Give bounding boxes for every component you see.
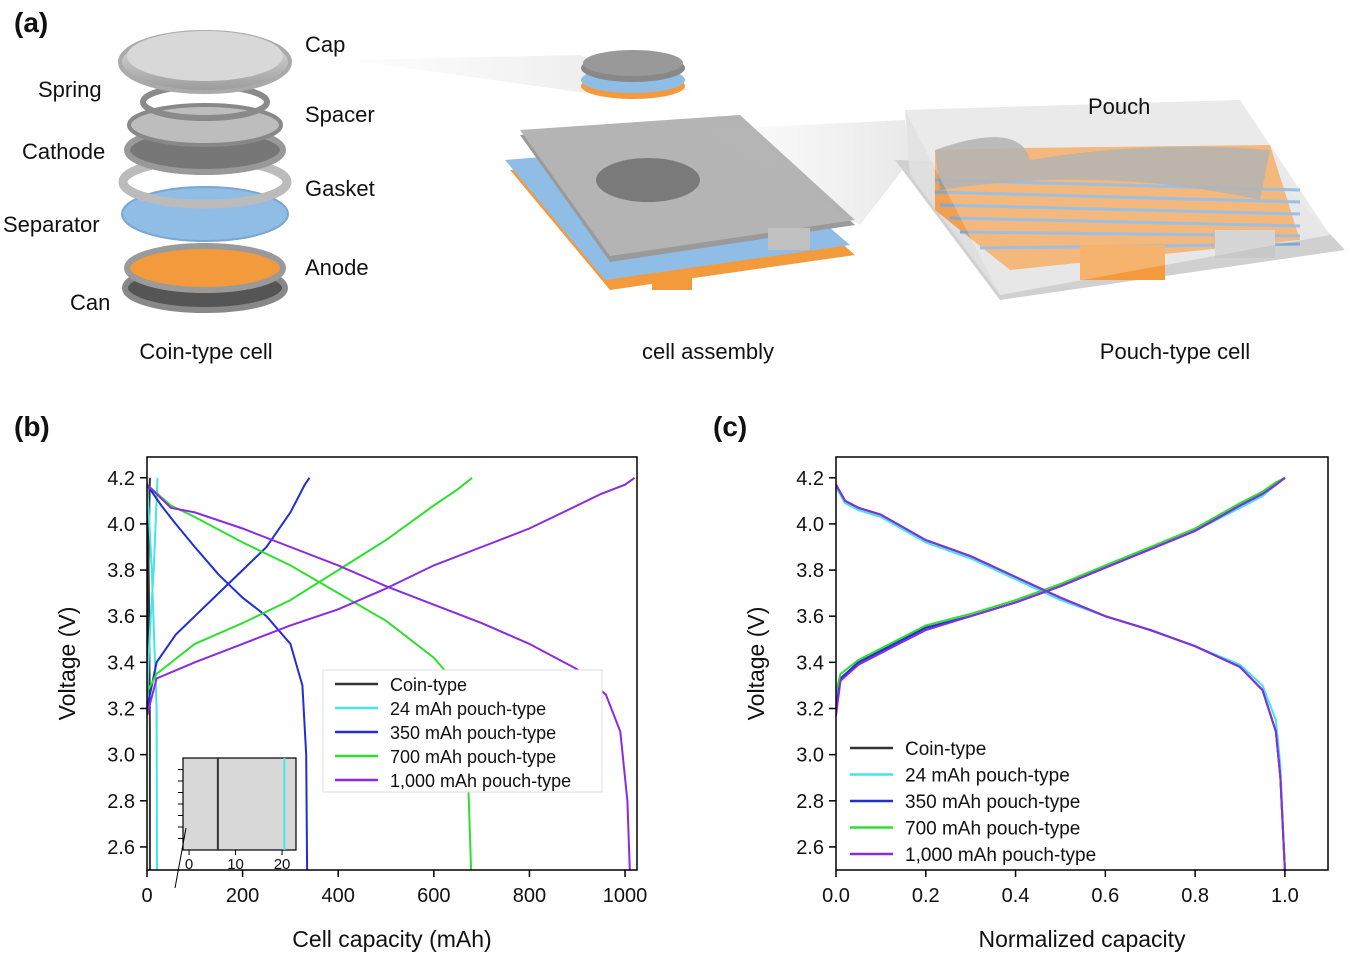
coin-label: Spring (38, 77, 102, 102)
coin-label: Cap (305, 32, 345, 57)
coin-label: Can (70, 290, 110, 315)
y-tick-label: 3.6 (796, 606, 824, 628)
x-tick-label: 0 (141, 885, 152, 907)
legend-label: 350 mAh pouch-type (390, 723, 556, 743)
panel-label: (c) (713, 411, 747, 442)
x-axis-label: Cell capacity (mAh) (292, 926, 491, 952)
y-tick-label: 2.6 (796, 837, 824, 859)
y-tick-label: 3.4 (796, 652, 824, 674)
legend-label: 700 mAh pouch-type (905, 819, 1080, 840)
x-tick-label: 0.0 (822, 885, 850, 907)
y-tick-label: 3.8 (107, 560, 135, 582)
legend-label: 350 mAh pouch-type (905, 792, 1080, 813)
pouch-label: Pouch (1088, 94, 1150, 119)
legend-label: Coin-type (390, 675, 467, 695)
series-line (147, 477, 159, 870)
y-tick-label: 4.2 (796, 468, 824, 490)
panel-label: (b) (14, 411, 50, 442)
caption: cell assembly (642, 339, 774, 364)
y-tick-label: 3.6 (107, 606, 135, 628)
x-tick-label: 0.2 (912, 885, 940, 907)
pouch-cell-drawing (895, 100, 1345, 300)
plot-area (836, 476, 1286, 870)
caption: Pouch-type cell (1100, 339, 1250, 364)
legend-label: 700 mAh pouch-type (390, 747, 556, 767)
x-tick-label: 0.8 (1181, 885, 1209, 907)
x-tick-label: 800 (513, 885, 546, 907)
x-tick-label: 1000 (603, 885, 648, 907)
coin-label: Anode (305, 255, 369, 280)
coin-label: Gasket (305, 176, 375, 201)
x-tick-label: 400 (322, 885, 355, 907)
inset-frame (182, 757, 297, 851)
legend-label: 24 mAh pouch-type (390, 699, 546, 719)
coin-cell-drawing (118, 30, 292, 313)
x-tick-label: 1.0 (1271, 885, 1299, 907)
y-axis-label: Voltage (V) (54, 607, 80, 721)
series-line (836, 477, 1286, 870)
legend-label: 1,000 mAh pouch-type (905, 845, 1096, 866)
x-axis-label: Normalized capacity (978, 926, 1186, 952)
inset-x-tick-label: 20 (274, 856, 291, 873)
legend-label: 1,000 mAh pouch-type (390, 771, 571, 791)
caption: Coin-type cell (139, 339, 272, 364)
x-tick-label: 0.4 (1002, 885, 1030, 907)
x-tick-label: 600 (417, 885, 450, 907)
coin-label: Separator (3, 212, 100, 237)
coin-label: Spacer (305, 102, 375, 127)
y-tick-label: 2.6 (107, 837, 135, 859)
inset-arrow (174, 827, 187, 889)
plot-frame (835, 456, 1329, 871)
series-line (147, 477, 311, 870)
y-tick-label: 2.8 (107, 791, 135, 813)
y-tick-label: 3.8 (796, 560, 824, 582)
y-tick-label: 3.2 (107, 698, 135, 720)
series-line (147, 476, 636, 870)
panel-label: (a) (14, 7, 48, 38)
x-tick-label: 200 (226, 885, 259, 907)
plot-frame (146, 456, 638, 871)
y-tick-label: 4.0 (796, 514, 824, 536)
y-tick-label: 3.0 (796, 745, 824, 767)
y-tick-label: 3.2 (796, 698, 824, 720)
coin-label: Cathode (22, 139, 105, 164)
y-tick-label: 4.0 (107, 514, 135, 536)
cell-assembly-drawing (350, 50, 910, 290)
y-axis-label: Voltage (V) (743, 607, 769, 721)
y-tick-label: 3.4 (107, 652, 135, 674)
legend-label: Coin-type (905, 739, 986, 760)
legend-label: 24 mAh pouch-type (905, 766, 1070, 787)
x-tick-label: 0.6 (1091, 885, 1119, 907)
inset-x-tick-label: 10 (227, 856, 244, 873)
inset-x-tick-label: 0 (185, 856, 193, 873)
y-tick-label: 2.8 (796, 791, 824, 813)
plot-area (147, 476, 636, 870)
y-tick-label: 3.0 (107, 745, 135, 767)
y-tick-label: 4.2 (107, 468, 135, 490)
